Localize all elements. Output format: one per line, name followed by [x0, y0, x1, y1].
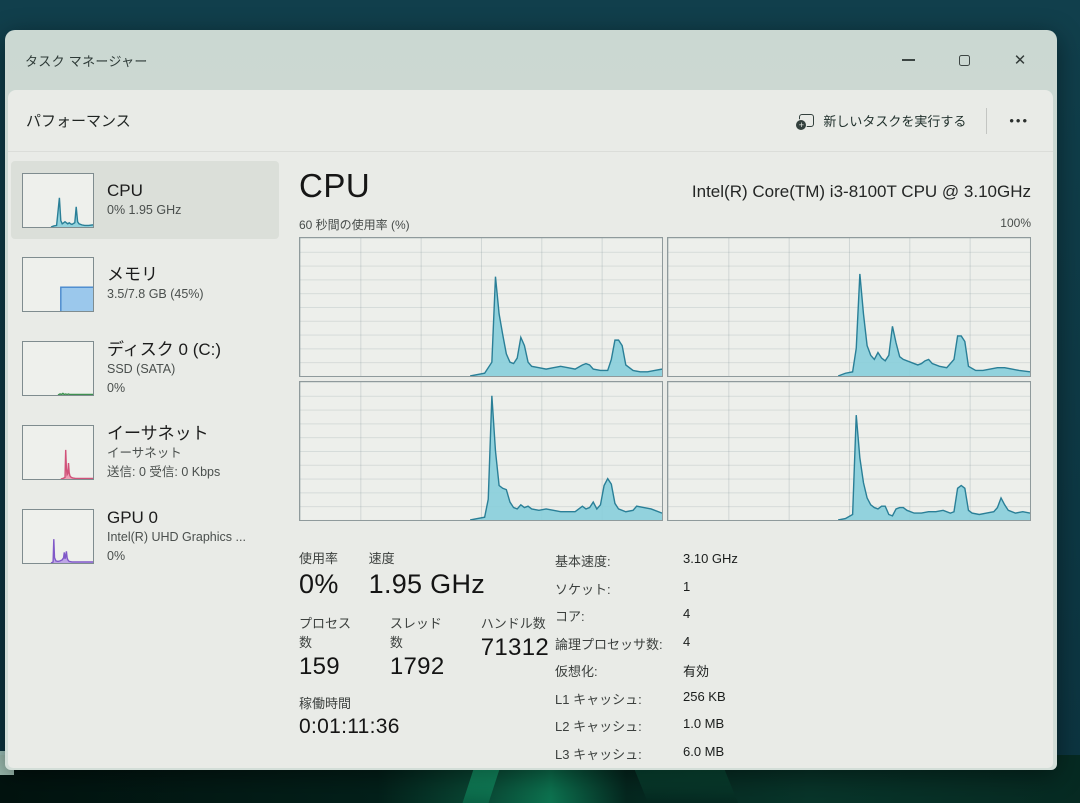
cpu-details-list: 基本速度: 3.10 GHz ソケット: 1 コア: 4 論理プロセッサ数: 4…: [555, 548, 738, 763]
page-header: パフォーマンス 新しいタスクを実行する •••: [8, 90, 1053, 152]
content-panel: パフォーマンス 新しいタスクを実行する ••• CPU: [8, 90, 1053, 768]
detail-label: L1 キャッシュ:: [555, 691, 642, 707]
detail-label: 仮想化:: [555, 664, 598, 679]
run-new-task-icon: [795, 114, 815, 131]
page-title: パフォーマンス: [26, 113, 131, 130]
close-button[interactable]: ✕: [999, 44, 1041, 76]
chart-caption: 60 秒間の使用率 (%): [299, 218, 410, 232]
detail-label: コア:: [555, 609, 585, 624]
cpu-usage-charts: [299, 237, 1031, 521]
window-controls: ✕: [887, 44, 1041, 76]
cpu-page-title: CPU: [299, 167, 371, 204]
minimize-button[interactable]: [887, 44, 929, 76]
detail-value: 1.0 MB: [683, 716, 725, 731]
cpu-stats: 使用率 0% 速度 1.95 GHz プロセス数 159: [299, 548, 1031, 763]
detail-value: 6.0 MB: [683, 743, 725, 759]
detail-label: 基本速度:: [555, 554, 611, 569]
stat-usage: 使用率 0%: [299, 551, 339, 599]
detail-value: 1: [683, 578, 691, 594]
detail-value: 4: [683, 606, 691, 621]
sidebar-item-sub2: 0%: [107, 548, 126, 563]
maximize-icon: [958, 54, 970, 66]
sidebar-item-ethernet[interactable]: イーサネット イーサネット 送信: 0 受信: 0 Kbps: [11, 413, 279, 491]
close-icon: ✕: [1013, 51, 1027, 69]
titlebar: タスク マネージャー ✕: [5, 30, 1057, 90]
sidebar-item-disk[interactable]: ディスク 0 (C:) SSD (SATA) 0%: [11, 329, 279, 407]
cpu-chart-logical-1: [667, 237, 1031, 377]
cpu-detail-pane: CPU Intel(R) Core(TM) i3-8100T CPU @ 3.1…: [291, 152, 1031, 768]
sidebar-item-sub: SSD (SATA): [107, 361, 176, 376]
sidebar-item-sub: 0% 1.95 GHz: [107, 203, 182, 218]
run-new-task-label: 新しいタスクを実行する: [823, 114, 967, 129]
sidebar-item-title: ディスク 0 (C:): [107, 339, 222, 359]
chart-caption-row: 60 秒間の使用率 (%) 100%: [299, 216, 1031, 233]
detail-value: 4: [683, 633, 691, 649]
window-title: タスク マネージャー: [25, 53, 148, 69]
stat-handles: ハンドル数 71312: [480, 615, 549, 661]
detail-value: 256 KB: [683, 688, 726, 704]
gpu-minichart: [22, 508, 94, 564]
sidebar-item-sub: 3.5/7.8 GB (45%): [107, 287, 204, 302]
chart-max-label: 100%: [1000, 216, 1031, 230]
detail-label: 論理プロセッサ数:: [555, 636, 663, 652]
sidebar-item-sub: Intel(R) UHD Graphics ...: [107, 529, 246, 544]
sidebar-item-memory[interactable]: メモリ 3.5/7.8 GB (45%): [11, 245, 279, 323]
maximize-button[interactable]: [943, 44, 985, 76]
cpu-chart-logical-0: [299, 237, 663, 377]
stat-uptime: 稼働時間 0:01:11:36: [299, 696, 400, 739]
sidebar-item-gpu[interactable]: GPU 0 Intel(R) UHD Graphics ... 0%: [11, 497, 279, 575]
header-divider: [986, 107, 988, 134]
sidebar-item-sub: イーサネット: [107, 445, 182, 460]
run-new-task-button[interactable]: 新しいタスクを実行する: [789, 104, 976, 137]
detail-label: L3 キャッシュ:: [555, 746, 642, 762]
header-actions: 新しいタスクを実行する •••: [789, 104, 1039, 137]
stat-processes: プロセス数 159: [299, 615, 352, 680]
cpu-minichart: [22, 172, 94, 228]
more-options-button[interactable]: •••: [999, 107, 1039, 134]
detail-label: ソケット:: [555, 581, 611, 597]
disk-minichart: [22, 340, 94, 396]
minimize-icon: [901, 59, 915, 61]
cpu-stats-left: 使用率 0% 速度 1.95 GHz プロセス数 159: [299, 548, 549, 763]
sidebar-item-title: CPU: [107, 181, 143, 200]
sidebar-item-title: イーサネット: [107, 423, 209, 443]
sidebar-item-title: メモリ: [107, 265, 158, 284]
stat-threads: スレッド数 1792: [389, 615, 445, 680]
cpu-chart-logical-2: [299, 381, 663, 521]
cpu-title-row: CPU Intel(R) Core(TM) i3-8100T CPU @ 3.1…: [299, 167, 1031, 205]
sidebar-item-title: GPU 0: [107, 507, 159, 527]
sidebar-item-sub2: 0%: [107, 380, 126, 395]
task-manager-window: タスク マネージャー ✕ パフォーマンス 新しいタスクを実: [5, 30, 1057, 770]
ethernet-minichart: [22, 424, 94, 480]
cpu-model-name: Intel(R) Core(TM) i3-8100T CPU @ 3.10GHz: [691, 182, 1031, 201]
stat-speed: 速度 1.95 GHz: [368, 551, 486, 599]
sidebar-item-cpu[interactable]: CPU 0% 1.95 GHz: [11, 161, 279, 239]
memory-minichart: [22, 256, 94, 312]
cpu-chart-logical-3: [667, 381, 1031, 521]
detail-value: 有効: [683, 664, 710, 679]
sidebar-item-sub2: 送信: 0 受信: 0 Kbps: [107, 464, 221, 479]
performance-sidebar: CPU 0% 1.95 GHz メモリ 3.5/7.8 GB (45%): [8, 152, 282, 581]
detail-label: L2 キャッシュ:: [555, 719, 642, 734]
detail-value: 3.10 GHz: [683, 551, 738, 566]
